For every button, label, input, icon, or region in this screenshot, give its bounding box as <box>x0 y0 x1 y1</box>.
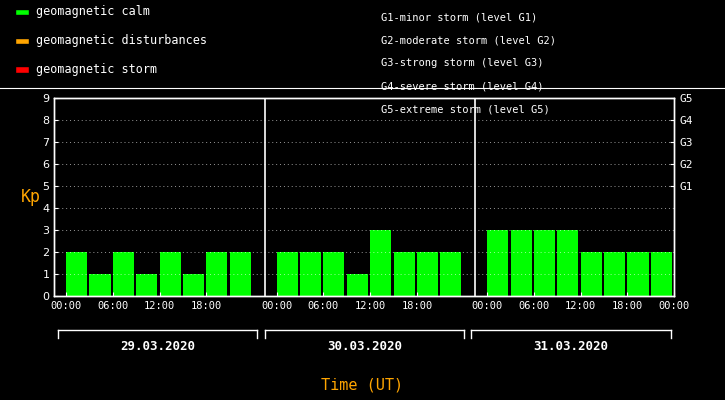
Bar <box>160 252 181 296</box>
Bar <box>651 252 672 296</box>
Bar <box>604 252 625 296</box>
Bar <box>370 230 392 296</box>
Text: geomagnetic storm: geomagnetic storm <box>36 63 157 76</box>
Bar <box>440 252 461 296</box>
Y-axis label: Kp: Kp <box>21 188 41 206</box>
Text: 31.03.2020: 31.03.2020 <box>534 340 608 352</box>
Text: G4-severe storm (level G4): G4-severe storm (level G4) <box>381 82 543 92</box>
Text: G1-minor storm (level G1): G1-minor storm (level G1) <box>381 12 537 22</box>
Bar <box>277 252 298 296</box>
Bar <box>230 252 251 296</box>
Bar <box>207 252 228 296</box>
Bar <box>66 252 87 296</box>
Text: geomagnetic disturbances: geomagnetic disturbances <box>36 34 207 47</box>
Bar <box>394 252 415 296</box>
Text: geomagnetic calm: geomagnetic calm <box>36 6 150 18</box>
Text: 30.03.2020: 30.03.2020 <box>327 340 402 352</box>
Text: G2-moderate storm (level G2): G2-moderate storm (level G2) <box>381 35 555 45</box>
Bar <box>113 252 134 296</box>
Bar <box>89 274 110 296</box>
Text: 29.03.2020: 29.03.2020 <box>120 340 195 352</box>
Bar <box>627 252 649 296</box>
Bar <box>183 274 204 296</box>
Text: G3-strong storm (level G3): G3-strong storm (level G3) <box>381 58 543 68</box>
Bar <box>323 252 344 296</box>
Bar <box>534 230 555 296</box>
Bar <box>417 252 438 296</box>
Text: Time (UT): Time (UT) <box>321 377 404 392</box>
Bar <box>558 230 579 296</box>
Bar <box>136 274 157 296</box>
Bar <box>347 274 368 296</box>
Text: G5-extreme storm (level G5): G5-extreme storm (level G5) <box>381 105 550 115</box>
Bar <box>300 252 321 296</box>
Bar <box>510 230 531 296</box>
Bar <box>581 252 602 296</box>
Bar <box>487 230 508 296</box>
